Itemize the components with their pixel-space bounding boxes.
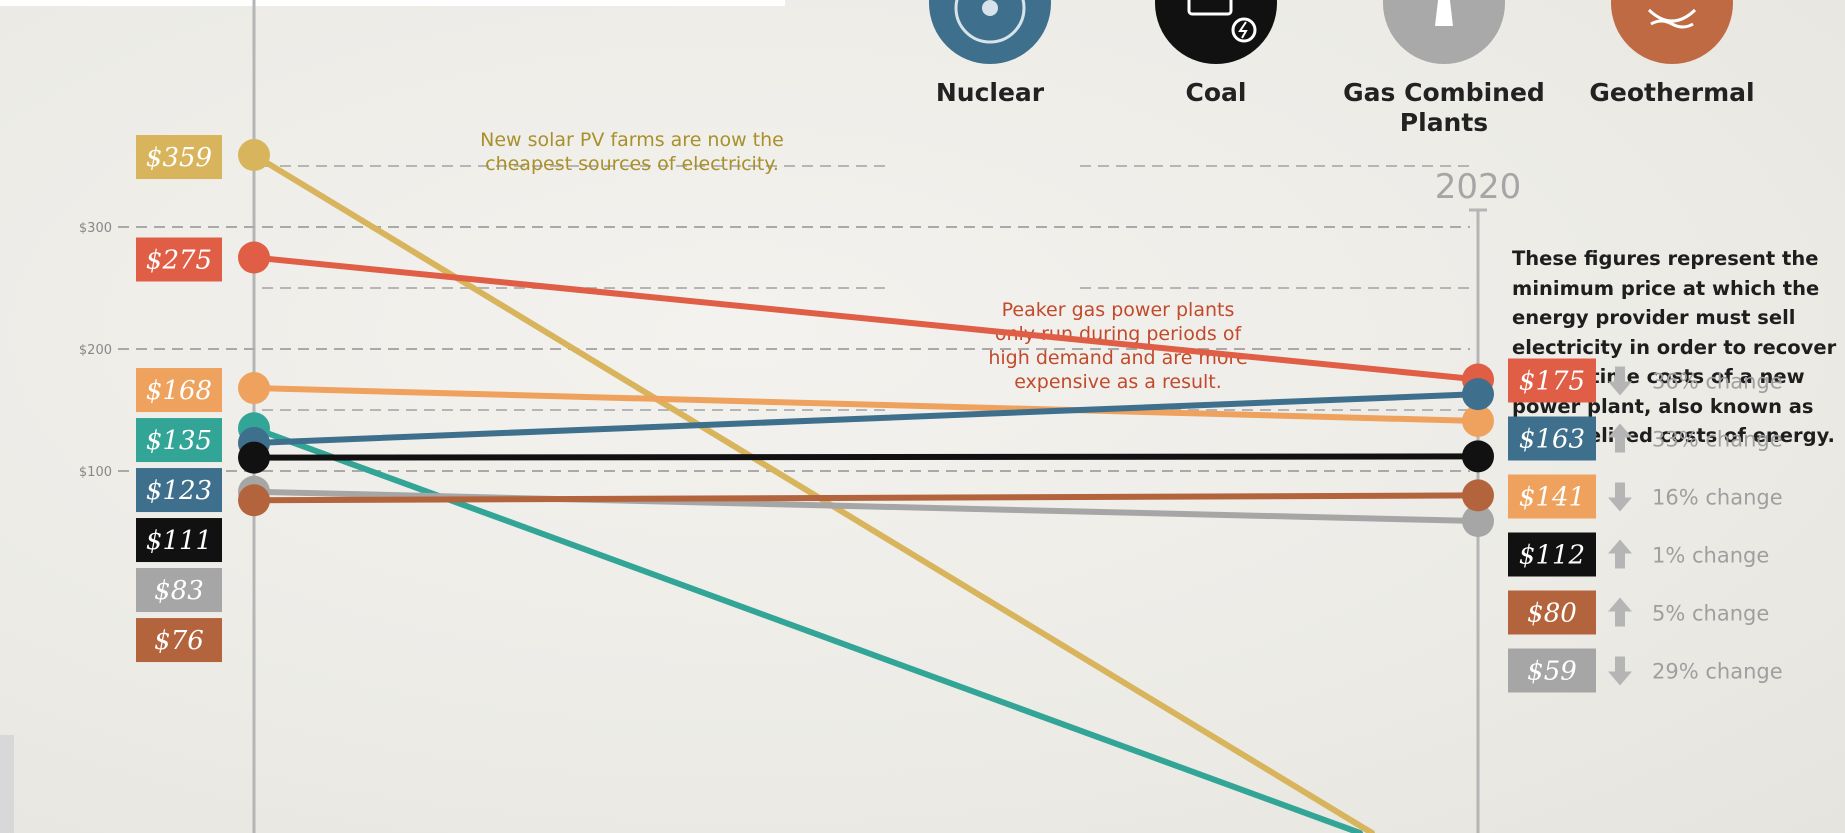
start-price-tag: $135 [136, 418, 222, 463]
series-end-marker [1462, 440, 1494, 473]
start-price-bg [136, 237, 222, 282]
arrow-down-icon [1608, 366, 1632, 396]
arrow-up-icon [1608, 423, 1632, 453]
series-end-marker [1462, 479, 1494, 512]
end-price-tag: $163 33% change [1508, 416, 1783, 461]
gas-icon [1383, 0, 1505, 64]
year-label-2020: 2020 [1435, 167, 1522, 207]
start-price-bg [136, 368, 222, 413]
geothermal-icon [1611, 0, 1733, 64]
end-price-label: $80 [1527, 599, 1577, 629]
series-line [251, 391, 1481, 446]
series-start-marker [238, 484, 270, 517]
series-end-marker [1462, 404, 1494, 437]
source-label-coal: Coal [1185, 78, 1247, 107]
annotation-line: Peaker gas power plants [1002, 299, 1235, 321]
change-label: 33% change [1652, 428, 1783, 452]
start-price-label: $359 [146, 143, 212, 173]
series-end-marker [1462, 505, 1494, 538]
source-label-geothermal: Geothermal [1589, 78, 1755, 107]
annotation-line: cheapest sources of electricity. [485, 153, 779, 175]
source-label-gas-line2: Plants [1399, 108, 1489, 137]
series-end-marker [1462, 378, 1494, 411]
end-price-bg [1508, 358, 1596, 403]
source-label-nuclear: Nuclear [935, 78, 1045, 107]
start-price-tag: $83 [136, 568, 222, 613]
end-price-bg [1508, 416, 1596, 461]
series-line [251, 453, 1481, 461]
series-line [251, 385, 1481, 424]
start-price-tag: $275 [136, 237, 222, 282]
end-price-bg [1508, 532, 1596, 577]
change-label: 29% change [1652, 660, 1783, 684]
end-price-label: $163 [1519, 425, 1585, 455]
start-price-bg [136, 135, 222, 180]
series-line [251, 152, 1375, 833]
end-price-tag: $175 36% change [1508, 358, 1783, 403]
source-label-gas-combined-plants: Gas Combined Plants [1334, 78, 1554, 138]
start-price-label: $275 [146, 246, 212, 276]
nuclear-icon [929, 0, 1051, 64]
start-price-bg [136, 418, 222, 463]
start-price-label: $76 [154, 626, 204, 656]
start-price-bg [136, 618, 222, 663]
top-strip [0, 0, 785, 6]
start-price-label: $83 [154, 576, 204, 606]
end-price-tag: $112 1% change [1508, 532, 1769, 577]
series-start-marker [238, 372, 270, 405]
coal-icon [1155, 0, 1277, 64]
start-price-bg [136, 518, 222, 563]
start-price-label: $111 [146, 526, 212, 556]
series-line [251, 492, 1481, 504]
change-label: 16% change [1652, 486, 1783, 510]
series-start-marker [238, 241, 270, 274]
start-price-tag: $168 [136, 368, 222, 413]
end-price-bg [1508, 474, 1596, 519]
change-label: 1% change [1652, 544, 1769, 568]
series-start-marker [238, 139, 270, 172]
annotation-line: New solar PV farms are now the [480, 129, 784, 151]
y-tick-label: $200 [79, 343, 112, 358]
annotation-line: expensive as a result. [1014, 371, 1222, 393]
source-label-gas-line1: Gas Combined [1343, 78, 1545, 107]
start-price-bg [136, 468, 222, 513]
end-price-tag: $59 29% change [1508, 648, 1783, 693]
annotation: New solar PV farms are now the cheapest s… [480, 129, 784, 175]
end-price-label: $175 [1519, 367, 1585, 397]
change-label: 5% change [1652, 602, 1769, 626]
end-price-label: $112 [1519, 541, 1585, 571]
series-start-marker [238, 441, 270, 474]
start-price-tag: $359 [136, 135, 222, 180]
start-price-tag: $123 [136, 468, 222, 513]
start-price-label: $168 [146, 376, 212, 406]
start-price-tag: $111 [136, 518, 222, 563]
start-price-tag: $76 [136, 618, 222, 663]
end-price-tag: $80 5% change [1508, 590, 1769, 635]
end-price-label: $141 [1519, 483, 1585, 513]
start-price-label: $123 [146, 476, 212, 506]
change-label: 36% change [1652, 370, 1783, 394]
left-edge-fade [0, 735, 14, 833]
end-price-label: $59 [1527, 657, 1577, 687]
end-price-bg [1508, 648, 1596, 693]
start-price-label: $135 [146, 426, 212, 456]
start-price-bg [136, 568, 222, 613]
end-price-tag: $141 16% change [1508, 474, 1783, 519]
series-line [251, 254, 1481, 383]
y-tick-label: $300 [79, 221, 112, 236]
arrow-down-icon [1608, 656, 1632, 686]
arrow-up-icon [1608, 597, 1632, 627]
end-price-bg [1508, 590, 1596, 635]
arrow-down-icon [1608, 482, 1632, 512]
y-tick-label: $100 [79, 465, 112, 480]
arrow-up-icon [1608, 539, 1632, 569]
